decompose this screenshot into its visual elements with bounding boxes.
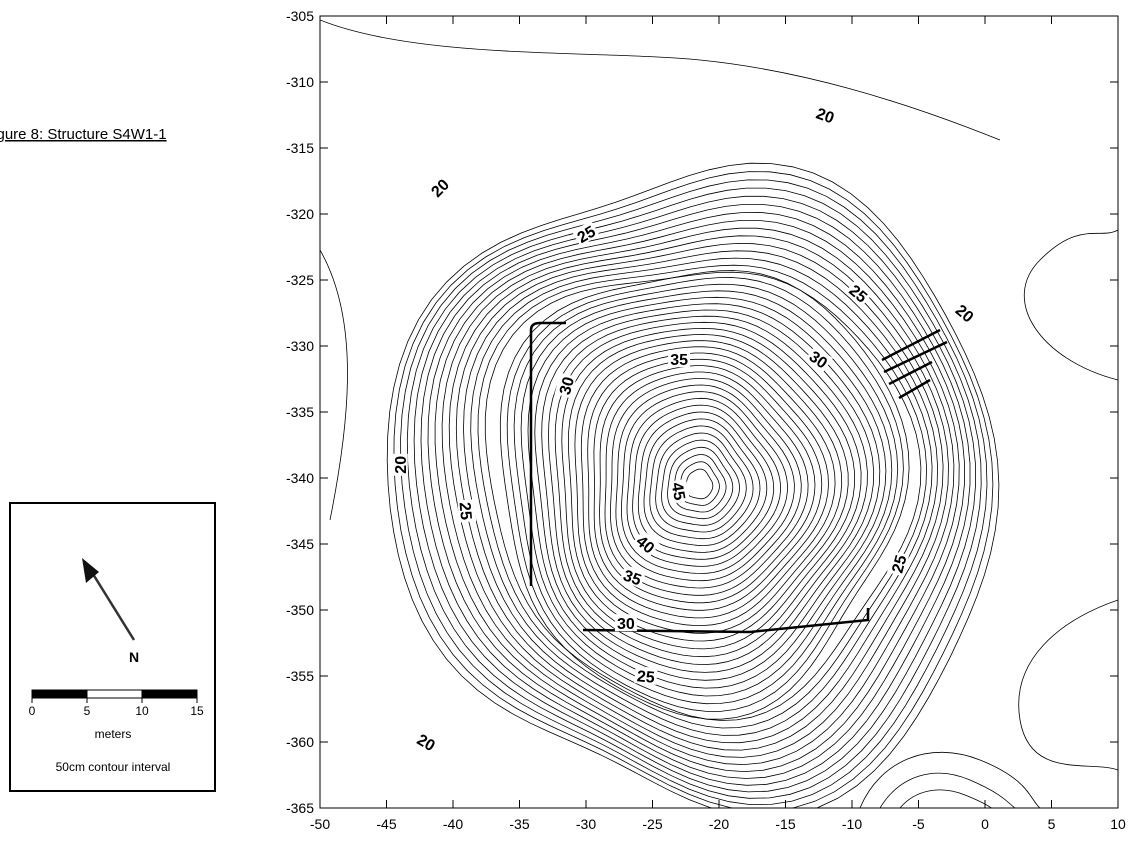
y-tick-label: -325 <box>286 272 314 288</box>
y-tick-label: -315 <box>286 140 314 156</box>
y-tick-label: -335 <box>286 404 314 420</box>
y-tick-label: -355 <box>286 668 314 684</box>
contour-line <box>900 790 992 808</box>
contour-line <box>610 379 801 589</box>
contour-line <box>528 297 886 688</box>
legend-frame <box>10 503 215 791</box>
contour-line <box>320 250 348 520</box>
contour-map: 2020252520303530202545403525302520 <box>320 20 1118 817</box>
contour-label: 35 <box>670 352 688 369</box>
x-tick-label: -15 <box>775 816 795 832</box>
contour-label: 20 <box>428 176 453 201</box>
contour-label: 40 <box>633 533 658 558</box>
scale-tick-label: 5 <box>84 704 91 718</box>
x-tick-label: -30 <box>576 816 596 832</box>
contour-line <box>485 272 921 720</box>
x-tick-label: 0 <box>981 816 989 832</box>
y-tick-label: -320 <box>286 206 314 222</box>
y-tick-label: -360 <box>286 734 314 750</box>
contour-label: 20 <box>952 302 977 327</box>
y-tick-label: -340 <box>286 470 314 486</box>
scale-segment <box>142 690 197 698</box>
y-tick-label: -350 <box>286 602 314 618</box>
x-tick-label: -5 <box>912 816 925 832</box>
x-tick-label: 10 <box>1110 816 1126 832</box>
contour-line <box>644 419 760 546</box>
y-tick-label: -365 <box>286 800 314 816</box>
x-tick-label: -35 <box>509 816 529 832</box>
scale-tick-label: 15 <box>190 704 204 718</box>
figure-title: Figure 8: Structure S4W1-1 <box>0 126 167 143</box>
y-tick-label: -305 <box>286 8 314 24</box>
legend-box: N meters 50cm contour interval <box>10 503 215 791</box>
y-tick-label: -310 <box>286 74 314 90</box>
scale-tick-label: 10 <box>135 704 149 718</box>
page: {"chart_data": {"type": "contour", "titl… <box>0 0 1133 843</box>
scale-tick-label: 0 <box>29 704 36 718</box>
contour-line <box>686 469 713 499</box>
contour-label: 25 <box>456 502 474 521</box>
contour-line <box>428 212 965 778</box>
contour-line <box>507 278 903 712</box>
x-tick-label: -45 <box>376 816 396 832</box>
structure-line <box>884 342 947 372</box>
scale-segment <box>32 690 87 698</box>
contour-label: 30 <box>617 616 635 633</box>
x-tick-label: -40 <box>443 816 463 832</box>
contour-label: 45 <box>668 481 688 502</box>
plot-frame <box>320 16 1118 808</box>
contour-label: 25 <box>636 668 655 686</box>
contour-line <box>1019 600 1118 770</box>
contour-line <box>521 291 892 696</box>
north-label: N <box>129 649 139 665</box>
contour-label: 20 <box>414 731 438 755</box>
scale-unit: meters <box>95 727 132 741</box>
x-tick-label: 5 <box>1048 816 1056 832</box>
x-tick-label: -50 <box>310 816 330 832</box>
contour-line <box>1024 230 1118 380</box>
x-tick-label: -20 <box>709 816 729 832</box>
y-tick-label: -330 <box>286 338 314 354</box>
contour-line <box>500 271 909 720</box>
figure: Figure 8: Structure S4W1-1 20 20 25 25 20 30 3… <box>0 0 1133 843</box>
contour-line <box>320 20 1000 140</box>
contour-label: 25 <box>845 282 870 307</box>
x-tick-label: -25 <box>642 816 662 832</box>
contour-label: 20 <box>393 456 410 474</box>
contour-note: 50cm contour interval <box>56 760 171 774</box>
contour-line <box>575 341 842 634</box>
y-tick-label: -345 <box>286 536 314 552</box>
x-tick-label: -10 <box>842 816 862 832</box>
contour-line <box>860 752 1040 808</box>
scale-segment <box>87 690 142 698</box>
